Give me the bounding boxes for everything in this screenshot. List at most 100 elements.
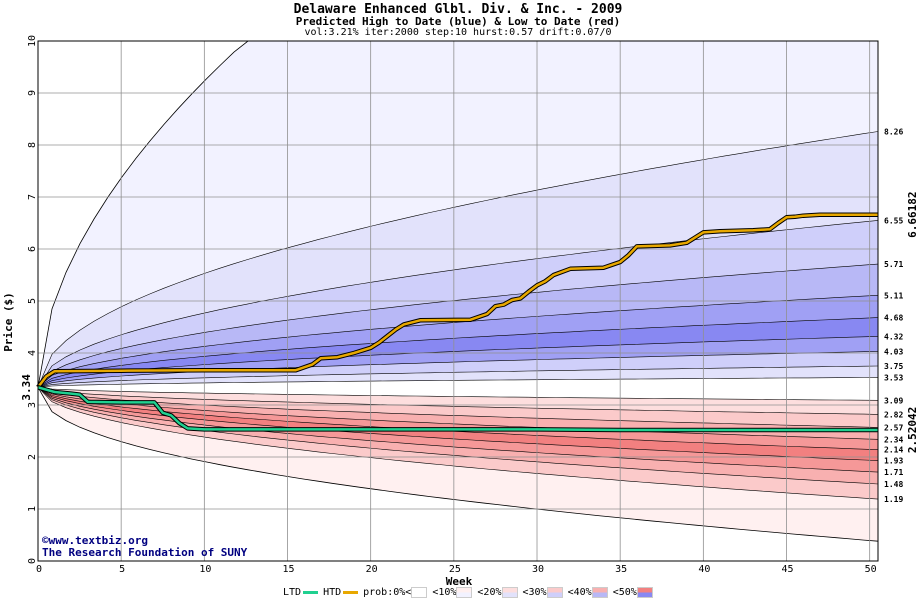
probability-band <box>38 131 878 388</box>
quantile-end-label: 2.82 <box>884 410 903 419</box>
y-axis-ticks: 0 1 2 3 4 5 6 7 8 9 10 <box>27 35 38 564</box>
legend-prob0-label: prob:0% <box>363 587 406 598</box>
p20-swatch <box>501 587 518 598</box>
quantile-line <box>37 351 879 388</box>
quantile-end-label: 1.48 <box>884 480 903 489</box>
htd-end-label: 6.66182 <box>906 192 919 238</box>
probability-band <box>38 366 878 388</box>
quantile-line <box>37 365 879 388</box>
quantile-end-label: 4.68 <box>884 314 903 323</box>
legend-p40-label: <40% <box>567 587 592 598</box>
quantile-end-label: 3.75 <box>884 362 903 371</box>
x-tick-label: 0 <box>36 564 42 575</box>
quantile-end-label: 4.32 <box>884 332 903 341</box>
legend-p50: <50% <box>613 587 655 598</box>
legend-ltd: LTD <box>283 587 320 598</box>
x-tick-label: 35 <box>615 564 627 575</box>
quantile-line <box>37 295 879 388</box>
x-axis-ticks: 0 5 10 15 20 25 30 35 40 45 50 <box>36 564 877 575</box>
prob0-swatch <box>411 587 428 598</box>
ltd-swatch <box>303 591 319 594</box>
legend-htd: HTD <box>323 587 360 598</box>
legend-p30: <30% <box>523 587 565 598</box>
p10-swatch <box>456 587 473 598</box>
p50-swatch <box>636 587 653 598</box>
x-tick-label: 30 <box>532 564 544 575</box>
quantile-line <box>37 387 879 440</box>
quantile-end-label: 3.09 <box>884 396 903 405</box>
chart-parameters: vol:3.21% iter:2000 step:10 hurst:0.57 d… <box>304 27 612 38</box>
x-tick-label: 40 <box>698 564 710 575</box>
quantile-line <box>37 317 879 388</box>
y-tick-label: 1 <box>27 506 38 512</box>
legend-p50-label: <50% <box>612 587 637 598</box>
y-tick-label: 0 <box>27 558 38 564</box>
probability-band <box>38 220 878 388</box>
quantile-end-label: 3.53 <box>884 373 903 382</box>
right-quantile-labels: 8.26 6.55 5.71 5.11 4.68 4.32 4.03 3.75 3.53 3.09… <box>884 127 903 504</box>
y-tick-label: 5 <box>27 298 38 304</box>
legend-p20-label: <20% <box>477 587 502 598</box>
quantile-line <box>37 131 879 388</box>
quantile-line <box>37 387 879 461</box>
y-tick-label: 6 <box>27 246 38 252</box>
x-tick-label: 20 <box>366 564 378 575</box>
quantile-end-label: 2.57 <box>884 423 903 432</box>
htd-series-line <box>37 213 878 389</box>
plot-frame <box>37 40 879 562</box>
probability-band <box>38 387 878 461</box>
y-axis-label: Price ($) <box>2 292 15 352</box>
htd-swatch <box>343 591 359 594</box>
probability-band <box>38 264 878 388</box>
quantile-end-label: 5.11 <box>884 291 903 300</box>
legend-ltd-label: LTD <box>283 587 302 598</box>
y-tick-label: 9 <box>27 90 38 96</box>
ltd-series-line <box>37 386 878 432</box>
quantile-line <box>37 387 879 415</box>
probability-band <box>38 317 878 388</box>
quantile-end-label: 1.93 <box>884 457 903 466</box>
quantile-line <box>37 220 879 388</box>
quantile-line <box>37 263 879 388</box>
quantile-end-label: 1.19 <box>884 495 903 504</box>
probability-band <box>38 387 878 484</box>
quantile-line <box>37 387 879 401</box>
x-tick-label: 15 <box>282 564 294 575</box>
probability-band <box>38 295 878 388</box>
chart-subtitle: Predicted High to Date (blue) & Low to D… <box>295 15 621 28</box>
p40-swatch <box>591 587 608 598</box>
x-tick-label: 45 <box>781 564 793 575</box>
y-tick-label: 3 <box>27 402 38 408</box>
quantile-end-label: 6.55 <box>884 216 903 225</box>
quantile-end-label: 4.03 <box>884 347 903 356</box>
chart-title: Delaware Enhanced Glbl. Div. & Inc. - 20… <box>293 2 623 17</box>
probability-band <box>38 351 878 388</box>
p30-swatch <box>546 587 563 598</box>
ltd-end-label: 2.52042 <box>906 407 919 453</box>
y-tick-label: 8 <box>27 142 38 148</box>
x-axis-label: Week <box>446 575 473 588</box>
quantile-end-label: 2.14 <box>884 446 903 455</box>
start-price-label: 3.34 <box>20 374 33 401</box>
watermark-url: ©www.textbiz.org <box>42 534 148 547</box>
probability-band <box>38 41 878 388</box>
quantile-end-label: 8.26 <box>884 127 903 136</box>
legend-p10: <10% <box>432 587 474 598</box>
y-tick-label: 2 <box>27 454 38 460</box>
probability-band <box>38 387 878 440</box>
quantile-end-label: 1.71 <box>884 468 903 477</box>
series-lines <box>36 212 878 433</box>
quantile-line <box>37 387 879 542</box>
quantile-end-label: 5.71 <box>884 260 903 269</box>
x-tick-label: 50 <box>865 564 877 575</box>
legend-htd-label: HTD <box>323 587 342 598</box>
y-tick-label: 4 <box>27 350 38 356</box>
watermark-org: The Research Foundation of SUNY <box>42 546 248 559</box>
legend-prob0-lt: < <box>405 587 412 598</box>
legend-p10-label: <10% <box>432 587 457 598</box>
legend-p20: <20% <box>477 587 519 598</box>
legend-p30-label: <30% <box>522 587 547 598</box>
quantile-line <box>37 387 879 485</box>
quantile-line <box>37 336 879 388</box>
